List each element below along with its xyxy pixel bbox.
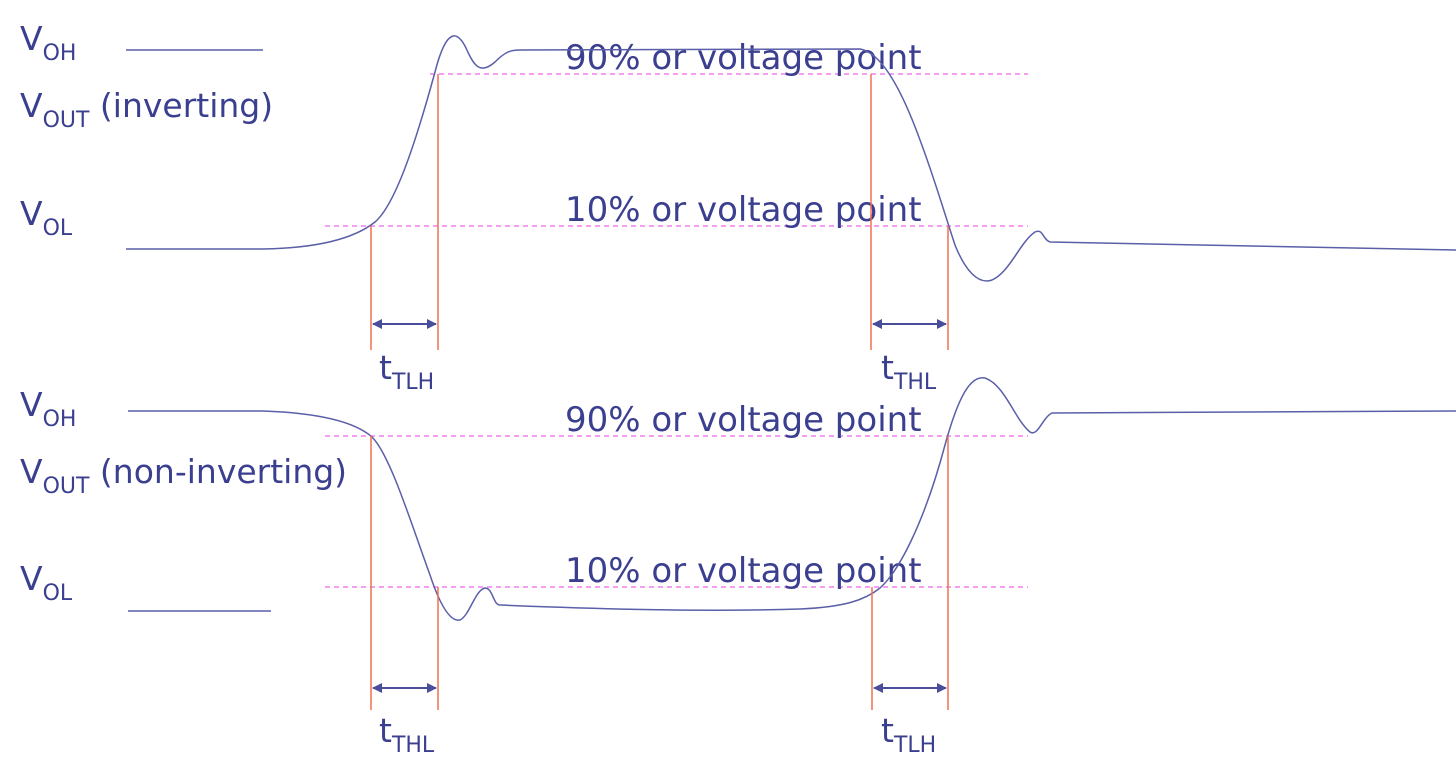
bottom-waveform	[128, 377, 1456, 621]
top-waveform	[126, 35, 1456, 282]
top-lower-threshold-text: 10% or voltage point	[565, 190, 922, 230]
bottom-right-timing-label: tTLH	[881, 711, 936, 758]
bottom-vout-label: VOUT (non-inverting)	[20, 452, 347, 499]
bottom-voh-label: VOH	[20, 385, 76, 432]
top-vout-label: VOUT (inverting)	[20, 86, 273, 133]
top-upper-threshold-text: 90% or voltage point	[565, 38, 922, 78]
top-voh-label: VOH	[20, 19, 76, 66]
top-right-timing-label: tTHL	[881, 348, 937, 395]
bottom-left-timing-label: tTHL	[379, 711, 435, 758]
top-vol-label: VOL	[20, 194, 73, 241]
top-left-timing-label: tTLH	[379, 348, 434, 395]
top-panel: VOH VOUT (inverting) VOL 90% or voltage …	[20, 19, 1456, 395]
bottom-upper-threshold-text: 90% or voltage point	[565, 400, 922, 440]
bottom-vol-label: VOL	[20, 559, 73, 606]
bottom-panel: VOH VOUT (non-inverting) VOL 90% or volt…	[20, 377, 1456, 758]
bottom-lower-threshold-text: 10% or voltage point	[565, 551, 922, 591]
